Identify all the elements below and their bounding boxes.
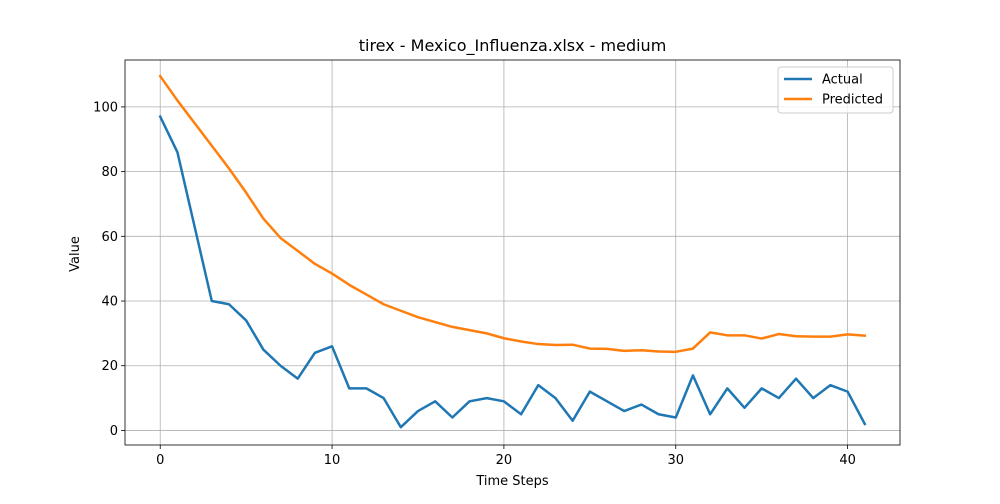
legend: Actual Predicted: [777, 66, 894, 114]
axis-ticks: 0 10 20 30 40 0 20 40 60 80 100: [93, 100, 856, 468]
x-tick-label: 10: [324, 453, 341, 468]
y-tick-label: 60: [101, 230, 118, 245]
x-tick-label: 40: [839, 453, 856, 468]
x-tick-label: 30: [667, 453, 684, 468]
series-line-actual: [158, 114, 867, 429]
y-tick-label: 80: [101, 165, 118, 180]
legend-label-actual: Actual: [822, 73, 863, 88]
chart-title: tirex - Mexico_Influenza.xlsx - medium: [359, 36, 667, 56]
y-tick-label: 100: [93, 100, 118, 115]
legend-label-predicted: Predicted: [822, 93, 883, 108]
series-line-predicted: [158, 74, 867, 354]
x-tick-label: 0: [156, 453, 164, 468]
y-tick-label: 20: [101, 359, 118, 374]
grid: [125, 60, 900, 445]
x-axis-label: Time Steps: [475, 474, 549, 489]
y-tick-label: 0: [110, 424, 118, 439]
series-lines: [158, 74, 867, 429]
x-tick-label: 20: [496, 453, 513, 468]
plot-frame: [124, 59, 901, 446]
y-tick-label: 40: [101, 295, 118, 310]
y-axis-label: Value: [68, 236, 83, 272]
